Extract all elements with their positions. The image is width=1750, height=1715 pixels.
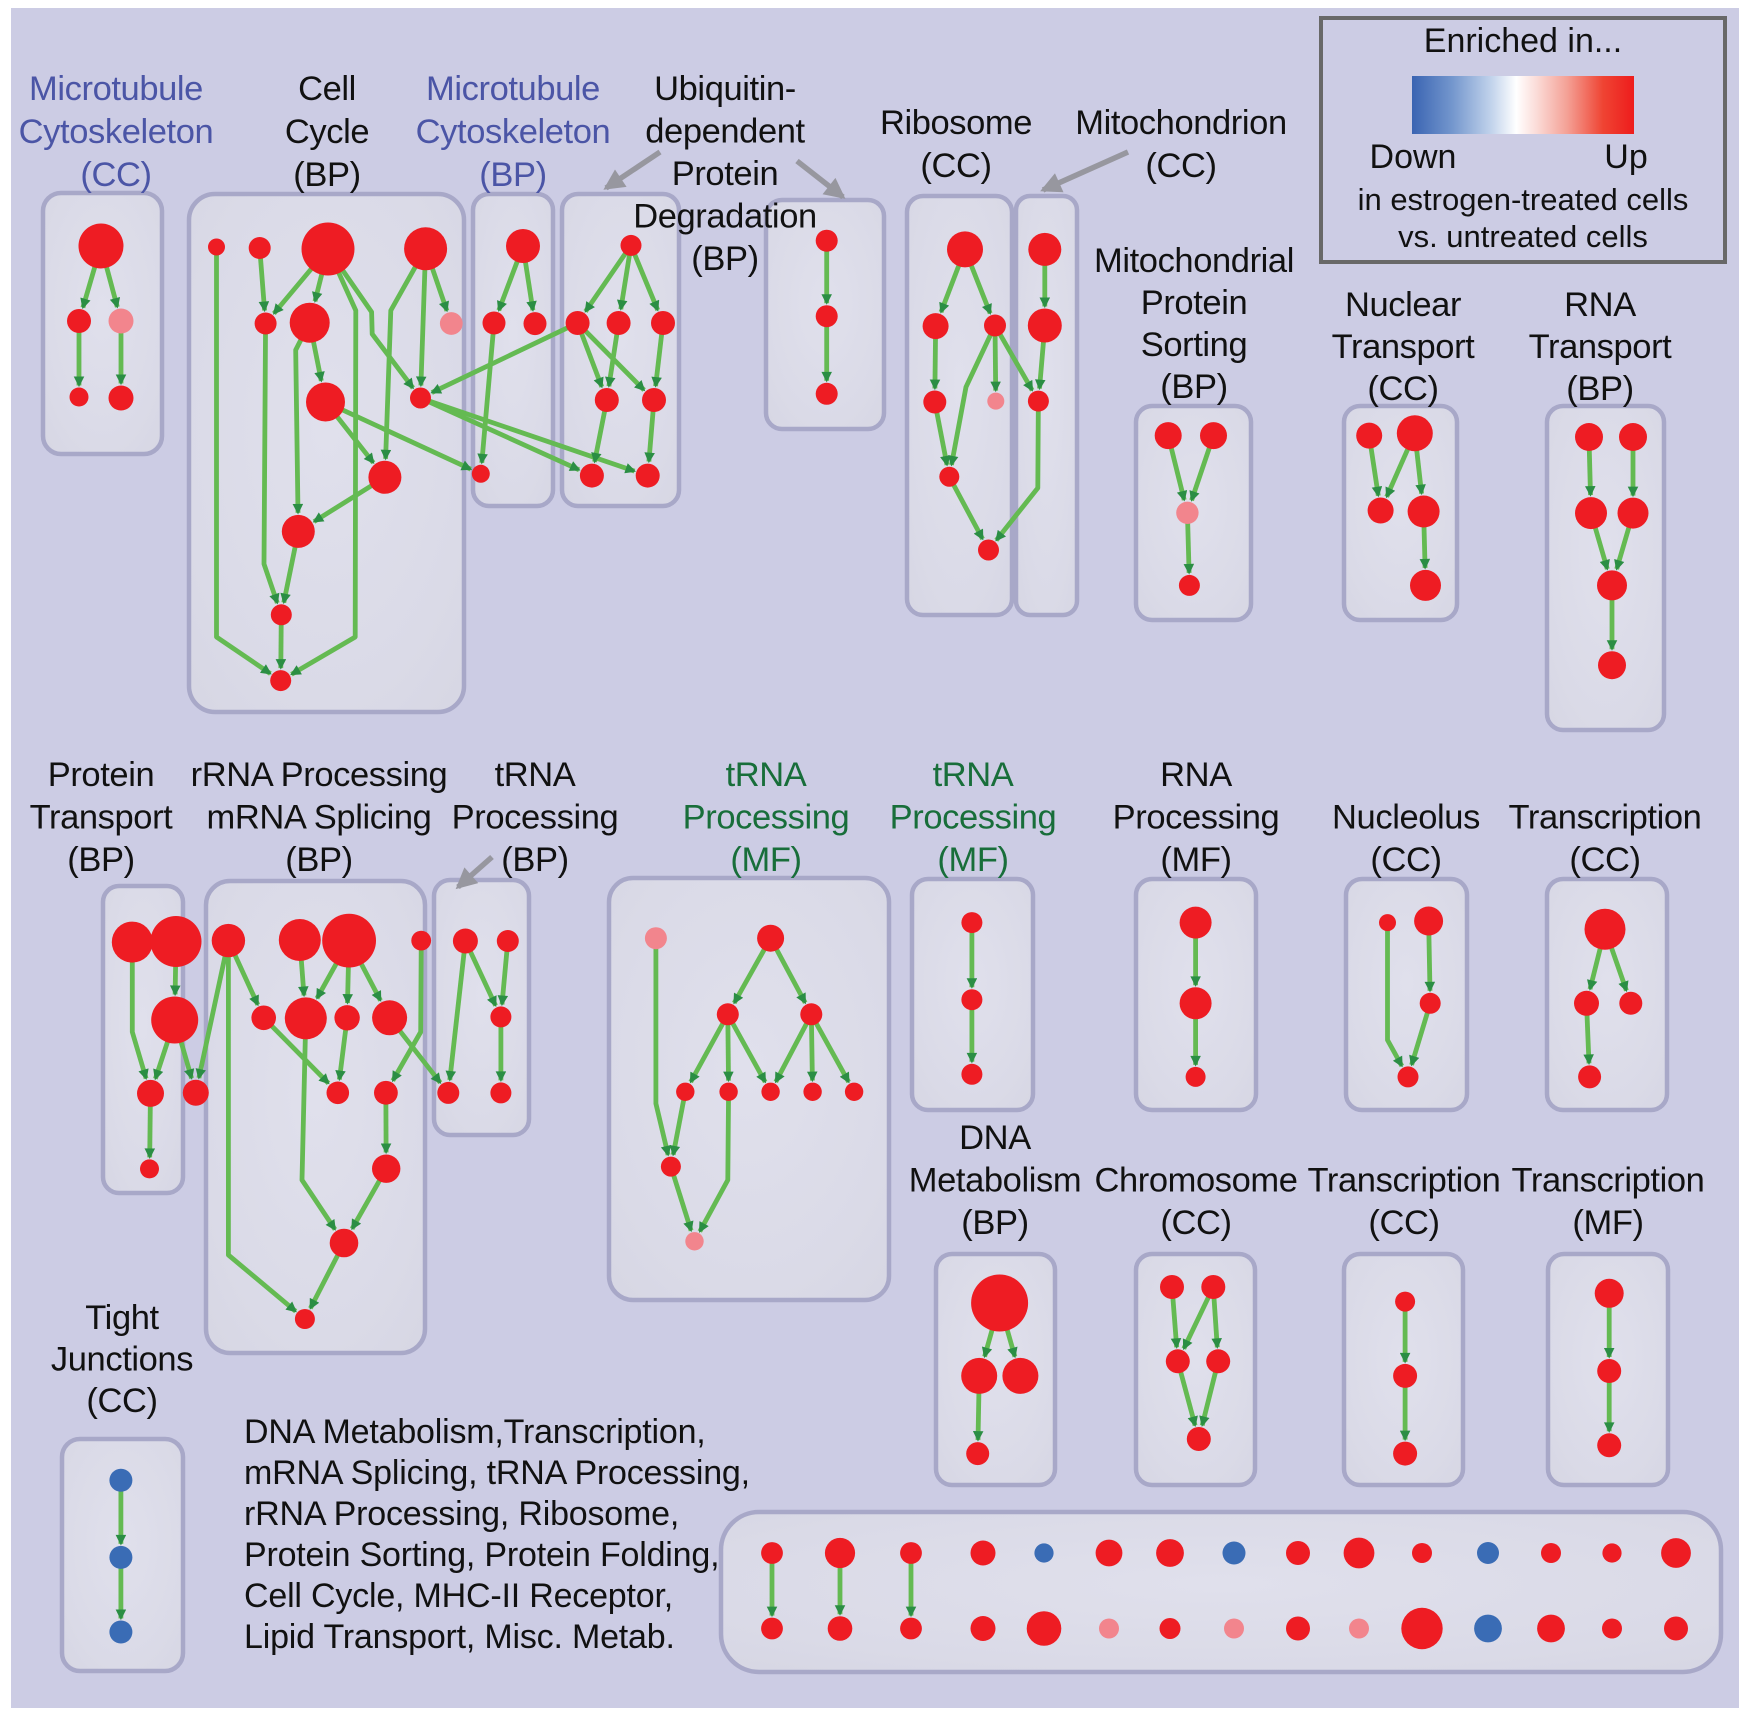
svg-text:(CC): (CC) [1145,147,1216,185]
svg-text:Nuclear: Nuclear [1345,286,1461,324]
svg-text:(MF): (MF) [1160,841,1231,879]
svg-text:(CC): (CC) [1368,1204,1439,1242]
svg-text:rRNA Processing: rRNA Processing [191,756,448,794]
svg-text:Processing: Processing [890,799,1057,837]
svg-text:(BP): (BP) [67,841,134,879]
svg-text:(MF): (MF) [730,841,801,879]
svg-text:Junctions: Junctions [51,1341,193,1379]
svg-text:Transport: Transport [30,799,174,837]
svg-text:(CC): (CC) [1370,841,1441,879]
svg-text:Tight: Tight [85,1299,159,1337]
svg-text:(BP): (BP) [501,841,568,879]
svg-text:(CC): (CC) [80,156,151,194]
svg-text:Transcription: Transcription [1512,1162,1705,1200]
svg-text:Down: Down [1370,138,1457,176]
svg-text:Lipid Transport, Misc. Metab.: Lipid Transport, Misc. Metab. [244,1618,675,1656]
svg-text:Mitochondrial: Mitochondrial [1094,242,1294,280]
svg-text:dependent: dependent [645,113,805,151]
svg-text:(CC): (CC) [86,1382,157,1420]
svg-text:Sorting: Sorting [1141,326,1248,364]
svg-text:Cytoskeleton: Cytoskeleton [416,113,611,151]
svg-text:Up: Up [1604,138,1647,176]
svg-text:in estrogen-treated cells: in estrogen-treated cells [1358,182,1689,217]
svg-text:(BP): (BP) [1566,370,1633,408]
svg-text:Enriched in...: Enriched in... [1424,22,1622,60]
svg-text:Ribosome: Ribosome [880,104,1032,142]
svg-text:Processing: Processing [452,799,619,837]
svg-text:Protein: Protein [672,155,779,193]
svg-text:Degradation: Degradation [633,198,817,236]
svg-text:(BP): (BP) [285,841,352,879]
svg-text:RNA: RNA [1564,286,1636,324]
svg-text:DNA: DNA [959,1119,1031,1157]
svg-text:Cell Cycle, MHC-II Receptor,: Cell Cycle, MHC-II Receptor, [244,1577,673,1615]
svg-text:Mitochondrion: Mitochondrion [1075,104,1287,142]
svg-text:Transport: Transport [1332,328,1476,366]
svg-text:Ubiquitin-: Ubiquitin- [654,70,796,108]
svg-text:(BP): (BP) [961,1204,1028,1242]
svg-text:Transcription: Transcription [1308,1162,1501,1200]
svg-text:tRNA: tRNA [933,756,1014,794]
svg-text:Protein: Protein [48,756,155,794]
svg-text:(BP): (BP) [293,156,360,194]
svg-text:(CC): (CC) [1569,841,1640,879]
svg-text:mRNA Splicing, tRNA Processing: mRNA Splicing, tRNA Processing, [244,1454,750,1492]
svg-text:Protein Sorting, Protein Foldi: Protein Sorting, Protein Folding, [244,1536,719,1574]
svg-text:(BP): (BP) [1160,368,1227,406]
svg-text:Transcription: Transcription [1509,799,1702,837]
svg-text:Transport: Transport [1529,328,1673,366]
svg-text:(CC): (CC) [920,147,991,185]
svg-text:vs. untreated cells: vs. untreated cells [1398,219,1648,254]
svg-text:RNA: RNA [1160,756,1232,794]
svg-text:Cycle: Cycle [285,113,369,151]
svg-text:Microtubule: Microtubule [29,70,203,108]
svg-text:(CC): (CC) [1367,370,1438,408]
svg-text:Cytoskeleton: Cytoskeleton [19,113,214,151]
svg-text:rRNA Processing, Ribosome,: rRNA Processing, Ribosome, [244,1495,679,1533]
svg-text:(CC): (CC) [1160,1204,1231,1242]
svg-text:Metabolism: Metabolism [909,1162,1081,1200]
svg-text:tRNA: tRNA [495,756,576,794]
svg-text:(BP): (BP) [479,156,546,194]
svg-text:DNA Metabolism,Transcription,: DNA Metabolism,Transcription, [244,1413,706,1451]
svg-text:mRNA Splicing: mRNA Splicing [207,799,432,837]
svg-text:Microtubule: Microtubule [426,70,600,108]
svg-text:Processing: Processing [1113,799,1280,837]
svg-text:Protein: Protein [1141,284,1248,322]
svg-text:Processing: Processing [683,799,850,837]
svg-text:Nucleolus: Nucleolus [1332,799,1480,837]
svg-text:Cell: Cell [298,70,356,108]
svg-text:(BP): (BP) [691,240,758,278]
svg-text:(MF): (MF) [937,841,1008,879]
svg-text:(MF): (MF) [1572,1204,1643,1242]
svg-text:Chromosome: Chromosome [1094,1162,1297,1200]
svg-text:tRNA: tRNA [726,756,807,794]
